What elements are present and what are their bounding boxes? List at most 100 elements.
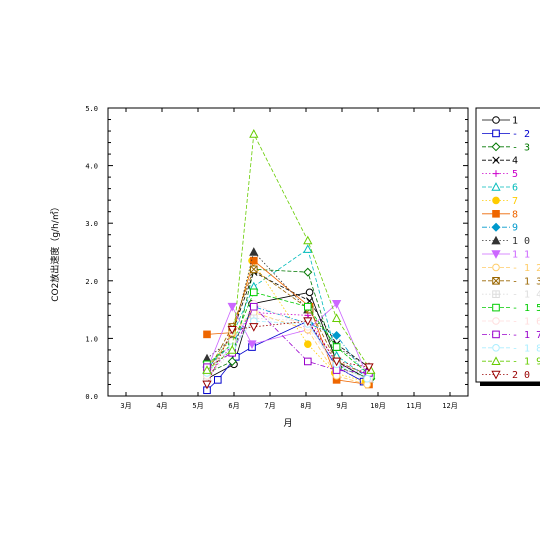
x-tick-label: 3月 — [120, 402, 131, 410]
legend-label: - 1 2 — [512, 263, 540, 274]
x-tick-label: 8月 — [300, 402, 311, 410]
series-line — [206, 303, 368, 376]
data-point — [250, 256, 258, 265]
series-20 — [202, 317, 374, 390]
series-line — [206, 312, 370, 379]
legend-label: - 1 5 — [512, 303, 540, 314]
data-point — [303, 235, 313, 245]
data-point — [303, 267, 313, 277]
legend-marker — [491, 222, 501, 232]
legend-item: - 1 4 — [482, 290, 540, 301]
legend-label: 1 — [512, 116, 518, 127]
y-tick-label: 3.0 — [85, 220, 98, 228]
legend-item: - 1 6 — [482, 317, 540, 328]
legend-marker — [492, 170, 500, 177]
legend-marker — [491, 250, 501, 259]
y-tick-label: 0.0 — [85, 393, 98, 401]
data-point — [303, 244, 313, 253]
legend-label: - 3 — [512, 142, 530, 153]
series-line — [206, 303, 370, 380]
legend-marker — [492, 277, 500, 285]
data-point — [250, 302, 258, 311]
series-line — [206, 268, 371, 380]
data-point — [331, 300, 342, 309]
legend-label: 4 — [512, 156, 518, 167]
legend-marker — [491, 142, 501, 152]
legend-label: 1 0 — [512, 236, 530, 247]
legend-item: 7 — [482, 196, 518, 207]
data-point — [227, 325, 237, 335]
legend-label: - 2 — [512, 129, 530, 140]
data-point — [250, 288, 258, 297]
legend-marker — [492, 344, 500, 352]
data-point — [304, 357, 312, 366]
x-tick-label: 4月 — [156, 402, 167, 410]
legend-marker — [492, 196, 500, 205]
series-line — [206, 320, 368, 380]
legend-item: 1 0 — [482, 235, 530, 247]
series-line — [206, 320, 370, 385]
series-line — [206, 268, 371, 377]
x-tick-label: 10月 — [370, 402, 385, 410]
data-point — [303, 317, 313, 326]
data-point — [214, 376, 222, 384]
x-axis-label: 月 — [283, 418, 292, 429]
series-line — [206, 312, 368, 385]
series-group — [202, 129, 376, 395]
y-axis-ticks: 0.0 1.0 2.0 3.0 4.0 5.0 — [85, 105, 468, 401]
legend-item: 1 1 — [482, 250, 530, 261]
legend-item: 6 — [482, 182, 518, 194]
data-point — [305, 288, 314, 297]
data-point — [249, 323, 259, 332]
x-tick-label: 7月 — [264, 402, 275, 410]
data-point — [331, 313, 342, 323]
data-point — [332, 343, 341, 351]
data-point — [363, 374, 372, 383]
legend-item: 5 — [482, 169, 518, 180]
legend-marker — [491, 182, 501, 191]
legend-box — [475, 107, 540, 383]
legend-item: 4 — [482, 156, 518, 167]
legend-item: - 1 9 — [482, 356, 540, 368]
legend-label: - 1 6 — [512, 317, 540, 328]
x-tick-label: 12月 — [442, 402, 457, 410]
legend-label: 9 — [512, 223, 518, 234]
x-axis-ticks: 3月 4月 5月 6月 7月 8月 9月 10月 11月 12月 — [120, 108, 458, 410]
legend-label: 8 — [512, 209, 518, 220]
series-line — [206, 248, 370, 380]
data-point — [202, 365, 212, 374]
y-tick-label: 2.0 — [85, 278, 98, 286]
data-point — [202, 380, 212, 390]
plot-area — [107, 107, 469, 397]
data-point — [304, 340, 312, 348]
legend-item: - 1 3 — [482, 276, 540, 287]
data-point — [247, 340, 257, 350]
series-line — [206, 291, 368, 380]
legend-marker — [492, 290, 500, 298]
series-line — [206, 259, 370, 385]
legend-marker — [491, 235, 501, 245]
legend-label: - 1 4 — [512, 290, 540, 301]
x-tick-label: 11月 — [406, 402, 421, 410]
legend-item: 9 — [482, 222, 518, 234]
data-point — [332, 331, 342, 341]
data-point — [304, 302, 312, 311]
legend-item: - 1 8 — [482, 343, 540, 354]
legend-item: - 1 7 — [482, 330, 540, 341]
data-point — [331, 357, 342, 367]
data-point — [249, 129, 259, 138]
x-tick-label: 6月 — [228, 402, 239, 410]
legend-label: 1 1 — [512, 250, 530, 261]
legend-label: - 1 3 — [512, 276, 540, 287]
legend-label: - 1 9 — [512, 357, 540, 368]
legend-label: 6 — [512, 183, 518, 194]
legend-label: 7 — [512, 196, 518, 207]
data-point — [364, 363, 374, 373]
legend-marker — [491, 370, 501, 380]
data-point — [250, 265, 258, 274]
y-tick-label: 5.0 — [85, 105, 98, 113]
legend-marker — [492, 116, 500, 124]
data-point — [227, 345, 237, 354]
legend-marker — [492, 210, 500, 218]
